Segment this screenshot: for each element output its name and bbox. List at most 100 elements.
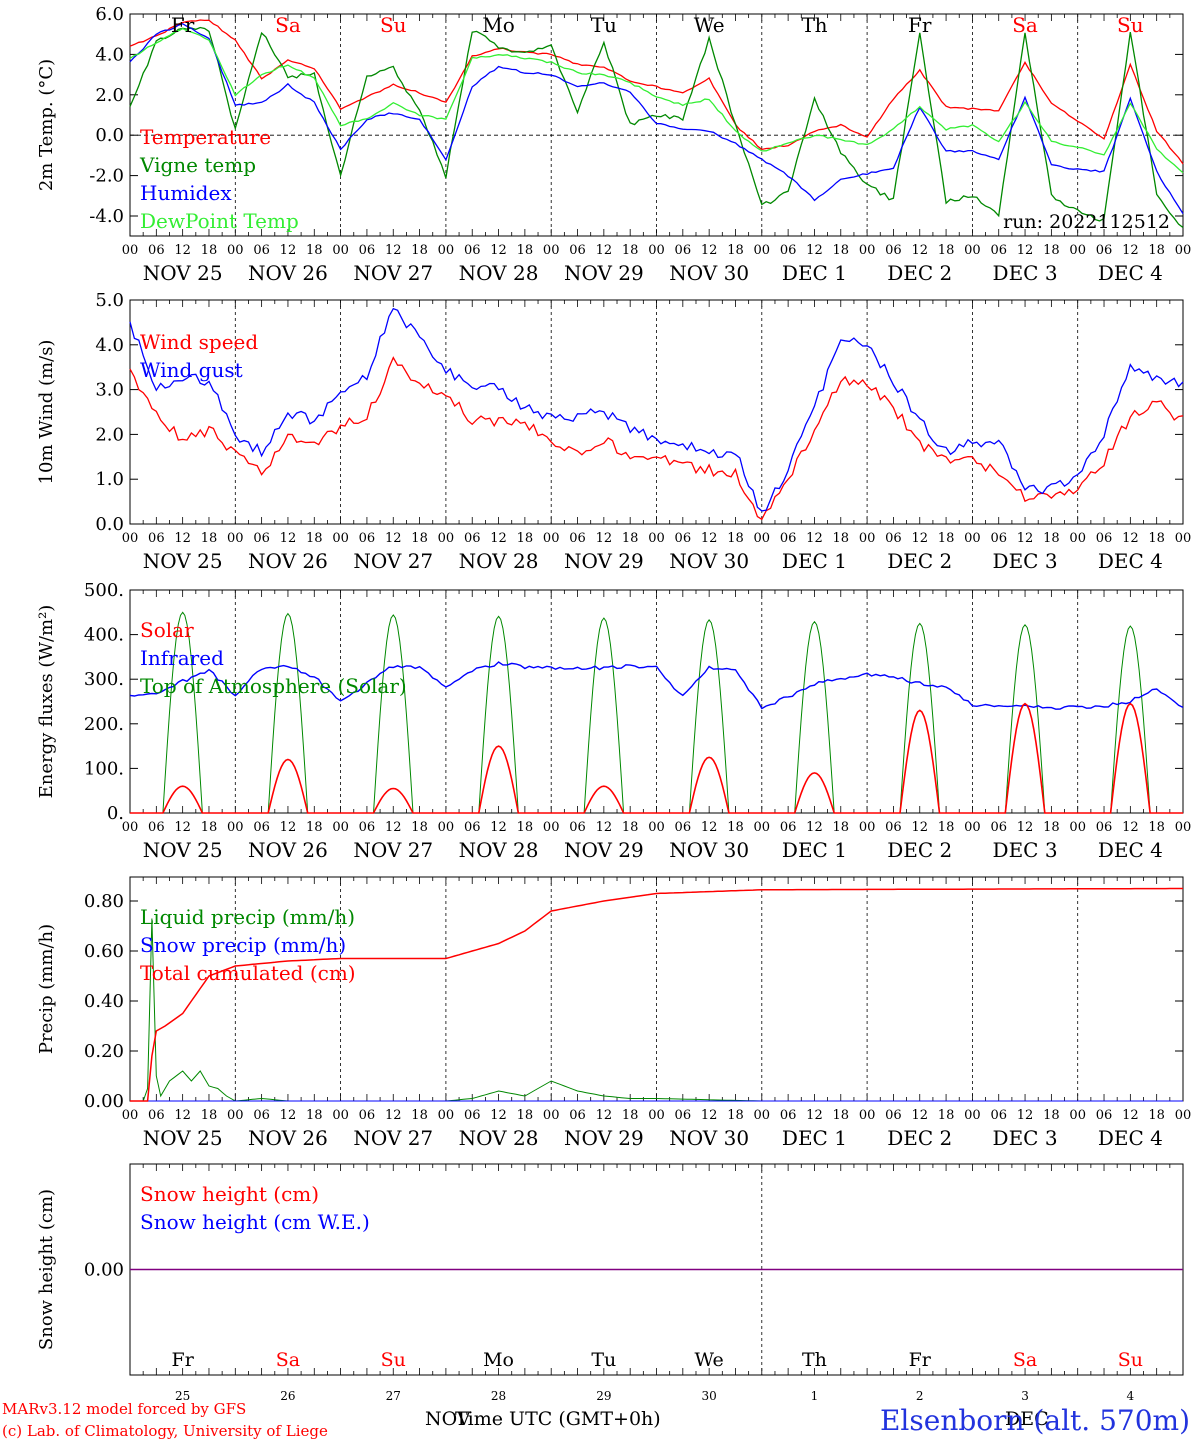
y-axis-label: Precip (mm/h) — [36, 924, 57, 1054]
date-label: NOV 28 — [459, 838, 539, 862]
series-line-cumulated — [130, 887, 1183, 1102]
hour-tick-label: 12 — [806, 820, 823, 835]
hour-tick-label: 18 — [833, 531, 850, 546]
weekday-label: Fr — [171, 13, 195, 37]
hour-tick-label: 00 — [648, 531, 665, 546]
hour-tick-label: 00 — [332, 531, 349, 546]
hour-tick-label: 00 — [438, 1108, 455, 1123]
hour-tick-label: 12 — [1122, 1108, 1139, 1123]
day-number: 25 — [175, 1389, 190, 1403]
y-tick-label: 0.80 — [84, 891, 124, 912]
date-label: NOV 26 — [248, 261, 328, 285]
date-label: DEC 3 — [993, 261, 1058, 285]
hour-tick-label: 12 — [490, 243, 507, 258]
date-label: DEC 3 — [993, 1126, 1058, 1150]
date-label: NOV 25 — [143, 261, 223, 285]
date-label: NOV 29 — [564, 549, 644, 573]
y-tick-label: 0.0 — [95, 514, 124, 535]
hour-tick-label: 00 — [227, 531, 244, 546]
weekday-label: Sa — [275, 13, 301, 37]
date-label: NOV 26 — [248, 1126, 328, 1150]
hour-tick-label: 06 — [780, 1108, 797, 1123]
hour-tick-label: 06 — [569, 820, 586, 835]
series-line-red — [129, 356, 1184, 521]
hour-tick-label: 06 — [780, 243, 797, 258]
hour-tick-label: 00 — [332, 820, 349, 835]
hour-tick-label: 18 — [622, 243, 639, 258]
station-name: Elsenborn (alt. 570m) — [880, 1404, 1190, 1437]
hour-tick-label: 12 — [280, 243, 297, 258]
hour-tick-label: 00 — [648, 820, 665, 835]
series-line-solar — [130, 702, 1183, 814]
hour-tick-label: 18 — [938, 531, 955, 546]
y-tick-label: -4.0 — [89, 206, 124, 227]
date-label: NOV 27 — [353, 261, 433, 285]
hour-tick-label: 18 — [938, 1108, 955, 1123]
run-label: run: 2022112512 — [1003, 211, 1170, 233]
hour-tick-label: 06 — [990, 243, 1007, 258]
hour-tick-label: 12 — [174, 531, 191, 546]
hour-tick-label: 00 — [859, 820, 876, 835]
y-tick-label: 500. — [84, 580, 124, 601]
legend-entry: Top of Atmosphere (Solar) — [140, 674, 407, 698]
hour-tick-label: 12 — [911, 531, 928, 546]
y-tick-label: 0.00 — [84, 1091, 124, 1112]
weekday-label: Sa — [276, 1349, 300, 1371]
hour-tick-label: 12 — [490, 531, 507, 546]
hour-tick-label: 12 — [490, 820, 507, 835]
hour-tick-label: 00 — [1175, 820, 1192, 835]
legend-entry: DewPoint Temp — [140, 209, 299, 233]
hour-tick-label: 18 — [727, 243, 744, 258]
y-tick-label: 2.0 — [95, 424, 124, 445]
hour-tick-label: 00 — [332, 1108, 349, 1123]
hour-tick-label: 12 — [1122, 531, 1139, 546]
hour-tick-label: 12 — [280, 1108, 297, 1123]
y-tick-label: 0.60 — [84, 941, 124, 962]
hour-tick-label: 00 — [964, 243, 981, 258]
hour-tick-label: 18 — [517, 243, 534, 258]
hour-tick-label: 06 — [253, 820, 270, 835]
hour-tick-label: 06 — [885, 820, 902, 835]
hour-tick-label: 18 — [1148, 243, 1165, 258]
hour-tick-label: 06 — [148, 243, 165, 258]
hour-tick-label: 18 — [306, 531, 323, 546]
hour-tick-label: 06 — [885, 531, 902, 546]
x-axis-label: Time UTC (GMT+0h) — [455, 1408, 661, 1430]
hour-tick-label: 00 — [859, 531, 876, 546]
hour-tick-label: 06 — [885, 1108, 902, 1123]
month-right: DEC — [1005, 1408, 1049, 1430]
hour-tick-label: 00 — [227, 243, 244, 258]
hour-tick-label: 12 — [385, 531, 402, 546]
hour-tick-label: 12 — [1122, 820, 1139, 835]
hour-tick-label: 06 — [359, 820, 376, 835]
hour-tick-label: 12 — [490, 1108, 507, 1123]
date-label: DEC 1 — [782, 838, 847, 862]
date-label: NOV 27 — [353, 549, 433, 573]
weekday-label: Sa — [1012, 13, 1038, 37]
hour-tick-label: 00 — [543, 1108, 560, 1123]
date-label: NOV 25 — [143, 838, 223, 862]
y-tick-label: 0.00 — [84, 1260, 124, 1281]
date-label: NOV 25 — [143, 549, 223, 573]
hour-tick-label: 00 — [964, 820, 981, 835]
weekday-label: Fr — [909, 1349, 932, 1371]
hour-tick-label: 06 — [359, 243, 376, 258]
hour-tick-label: 00 — [543, 820, 560, 835]
hour-tick-label: 12 — [596, 820, 613, 835]
hour-tick-label: 00 — [1175, 531, 1192, 546]
hour-tick-label: 06 — [464, 243, 481, 258]
hour-tick-label: 18 — [1043, 531, 1060, 546]
weekday-label: Tu — [591, 13, 617, 37]
date-label: DEC 4 — [1098, 261, 1163, 285]
hour-tick-label: 06 — [1096, 1108, 1113, 1123]
series-line-blue — [129, 23, 1184, 215]
y-tick-label: 0.20 — [84, 1041, 124, 1062]
legend-entry: Humidex — [140, 181, 232, 205]
hour-tick-label: 00 — [438, 531, 455, 546]
hour-tick-label: 18 — [727, 1108, 744, 1123]
hour-tick-label: 12 — [596, 531, 613, 546]
hour-tick-label: 12 — [1017, 820, 1034, 835]
legend-entry: Snow height (cm W.E.) — [140, 1210, 370, 1234]
hour-tick-label: 12 — [1017, 1108, 1034, 1123]
